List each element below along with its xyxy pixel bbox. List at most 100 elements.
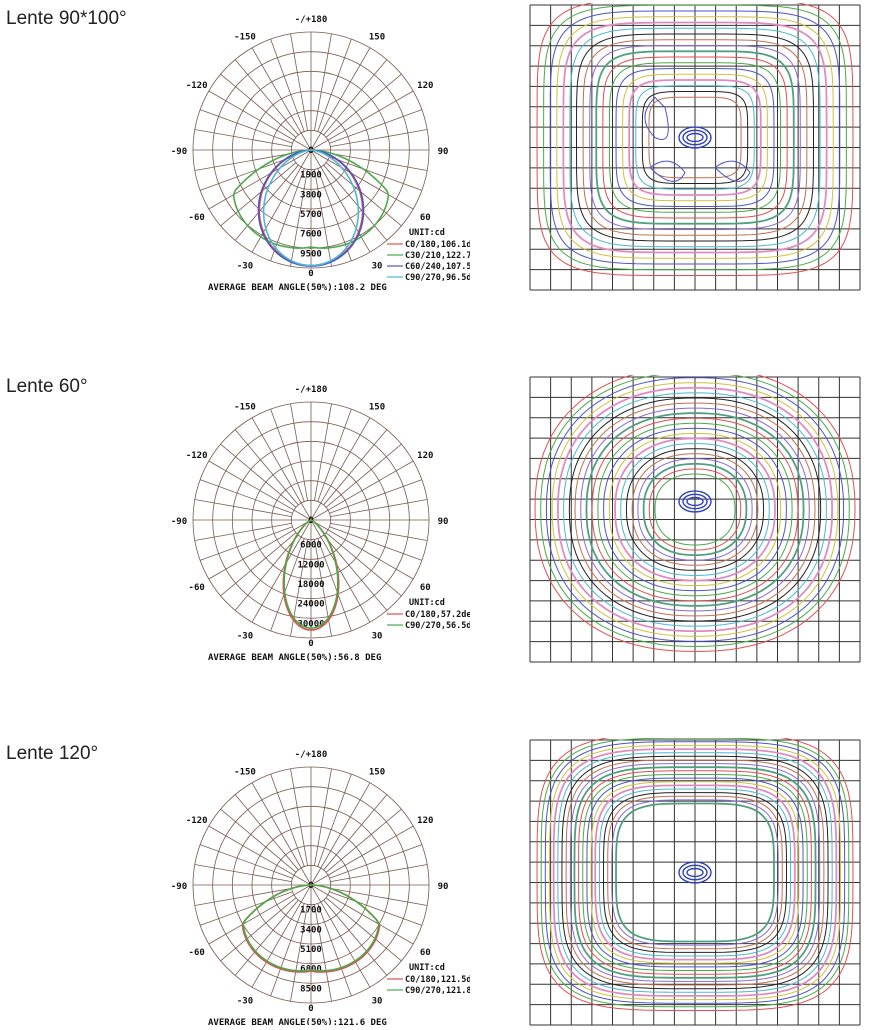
polar-spoke — [330, 499, 428, 517]
polar-spoke — [330, 523, 428, 541]
polar-spoke — [220, 897, 297, 962]
polar-spoke — [323, 59, 388, 136]
polar-spoke — [270, 903, 305, 997]
polar-spoke — [220, 73, 297, 138]
polar-spoke — [290, 169, 308, 267]
center-contour — [686, 496, 704, 507]
polar-spoke — [194, 523, 292, 541]
isolux-contour — [637, 458, 753, 561]
polar-spoke — [310, 519, 414, 580]
polar-spoke — [208, 884, 312, 945]
isolux-contour — [568, 397, 822, 622]
polar-chart: -/+180 150 120 90 60 30 0 -30 -60 -90 -120 -150 1900… — [171, 15, 470, 293]
isolux-contour — [648, 96, 742, 179]
legend-label: C90/270,121.8deg — [405, 986, 470, 996]
angle-tick-label: -60 — [189, 213, 205, 223]
polar-spoke — [220, 808, 297, 873]
polar-spoke — [310, 417, 371, 521]
polar-spoke — [208, 460, 312, 521]
polar-spoke — [199, 891, 293, 926]
polar-spoke — [290, 403, 308, 501]
isolux-contour — [561, 755, 829, 990]
lens-title: Lente 120° — [6, 743, 99, 764]
isolux-chart — [529, 3, 861, 291]
polar-spoke — [329, 526, 423, 561]
polar-spoke — [220, 443, 297, 508]
angle-tick-label: -150 — [234, 768, 256, 778]
radial-tick-label: 1700 — [300, 906, 322, 916]
polar-spoke — [234, 164, 299, 241]
angle-tick-label: -/+180 — [295, 15, 328, 25]
angle-tick-label: -60 — [189, 948, 205, 958]
polar-spoke — [194, 864, 292, 882]
isolux-contour — [549, 10, 841, 265]
polar-spoke — [317, 38, 352, 132]
isolux-contour — [551, 382, 839, 637]
isolux-contour — [615, 802, 775, 943]
isolux-contour — [642, 463, 748, 557]
center-contour — [686, 867, 704, 878]
isolux-contour — [582, 774, 808, 971]
center-contour — [678, 126, 712, 149]
isolux-contour — [536, 738, 854, 1011]
angle-tick-label: 0 — [308, 269, 313, 279]
angle-tick-label: 150 — [369, 768, 385, 778]
polar-spoke — [208, 149, 312, 210]
polar-spoke — [314, 403, 332, 501]
polar-grid — [192, 401, 430, 639]
isolux-contour — [557, 752, 833, 993]
isolux-contour — [602, 56, 788, 219]
isolux-contour — [611, 799, 779, 946]
polar-spoke — [199, 844, 293, 879]
beam-angle-footer: AVERAGE BEAM ANGLE(50%):121.6 DEG — [208, 1018, 387, 1025]
polar-spoke — [317, 538, 352, 632]
radial-tick-label: 8500 — [300, 984, 322, 994]
radial-tick-label: 5700 — [300, 210, 322, 220]
polar-chart: -/+180 150 120 90 60 30 0 -30 -60 -90 -120 -150 6000… — [171, 385, 470, 663]
polar-spoke — [208, 519, 312, 580]
legend-label: C0/180,106.1deg — [405, 240, 470, 250]
isolux-contour — [540, 738, 850, 1008]
angle-tick-label: -120 — [186, 81, 208, 91]
angle-tick-label: 120 — [417, 451, 433, 461]
polar-spoke — [329, 479, 423, 514]
angle-tick-label: 120 — [417, 816, 433, 826]
center-contour — [678, 490, 712, 513]
center-contour — [682, 493, 708, 510]
isolux-contour — [607, 795, 783, 950]
lens-section-1: Lente 90*100° -/+180 150 120 90 60 30 0 -30 -60-… — [0, 0, 874, 300]
isolux-contour — [625, 448, 765, 571]
isolux-contour — [608, 433, 782, 586]
radial-tick-label: 6000 — [300, 541, 322, 551]
legend-label: C30/210,122.7deg — [405, 251, 470, 261]
isolux-contour — [556, 16, 834, 259]
isolux-chart — [529, 375, 861, 663]
isolux-contour — [536, 3, 854, 276]
polar-spoke — [325, 532, 402, 597]
center-contour — [682, 129, 708, 146]
polar-spoke — [270, 773, 305, 867]
isolux-contour — [574, 402, 816, 617]
polar-spoke — [208, 825, 312, 886]
polar-spoke — [234, 794, 299, 871]
radial-tick-label: 9500 — [300, 249, 322, 259]
center-contour — [678, 861, 712, 884]
isolux-contour — [548, 744, 841, 1001]
polar-spoke — [325, 897, 402, 962]
isolux-contour — [575, 33, 814, 242]
inner-contour — [649, 160, 686, 182]
polar-spoke — [290, 768, 308, 866]
polar-spoke — [251, 782, 312, 886]
radial-tick-label: 12000 — [297, 560, 324, 570]
polar-spoke — [325, 162, 402, 227]
polar-spoke — [330, 864, 428, 882]
polar-spoke — [194, 499, 292, 517]
isolux-contour — [631, 453, 759, 566]
isolux-contour — [594, 784, 796, 961]
radial-tick-label: 5100 — [300, 945, 322, 955]
angle-tick-label: 60 — [420, 583, 431, 593]
angle-tick-label: 90 — [438, 882, 449, 892]
polar-spoke — [314, 904, 332, 1002]
legend-label: C60/240,107.5deg — [405, 262, 470, 272]
isolux-contour — [578, 770, 812, 975]
